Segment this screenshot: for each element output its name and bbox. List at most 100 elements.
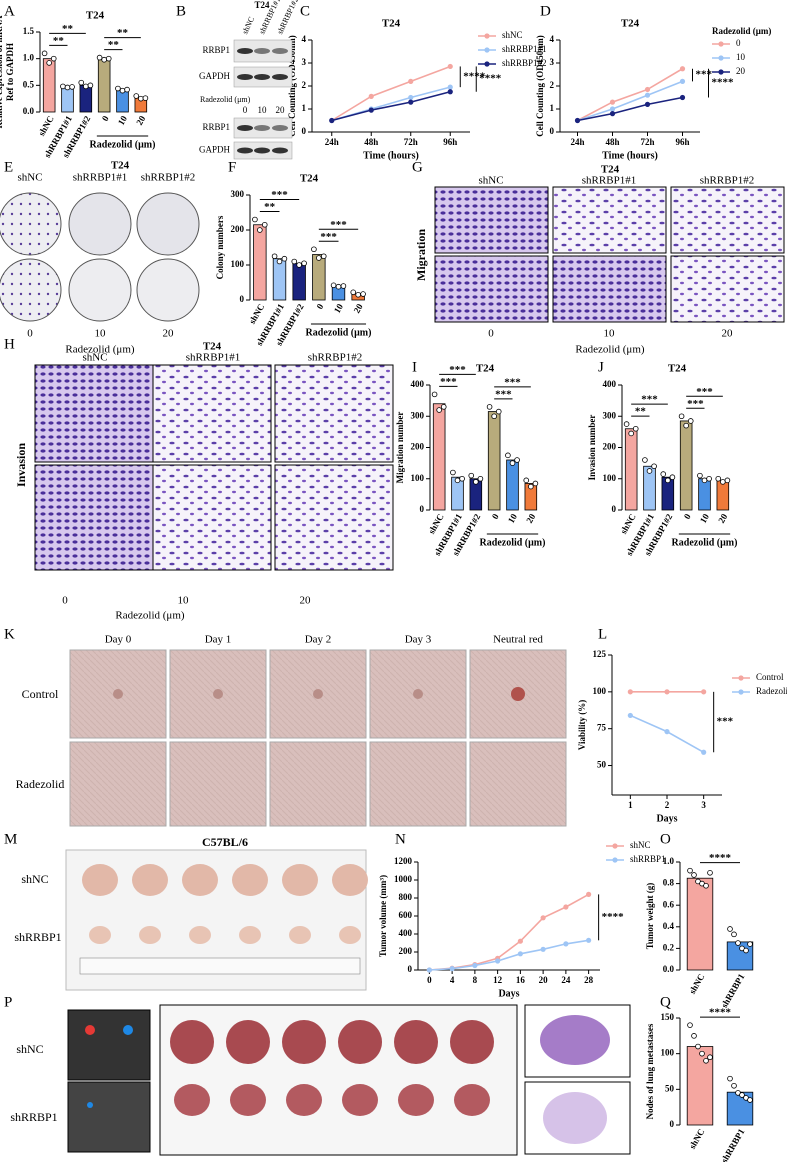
data-point: [257, 227, 263, 233]
x-tick-label: 72h: [404, 137, 418, 147]
data-point: [703, 1058, 709, 1064]
lung: [174, 1084, 210, 1116]
data-point: [720, 479, 726, 485]
y-tick-label: 0.0: [663, 964, 675, 974]
bar: [312, 254, 326, 301]
x-tick-label: 16: [516, 975, 526, 985]
data-point: [669, 474, 676, 480]
legend-label: 20: [736, 66, 746, 76]
data-point: [87, 82, 94, 89]
y-tick-label: 3: [302, 57, 307, 67]
data-point: [651, 463, 657, 470]
significance: **: [62, 23, 74, 35]
data-point: [743, 947, 749, 954]
column-label: shRRBP1#1: [582, 175, 636, 187]
row-label: Invasion: [14, 443, 28, 487]
panel-letter: Q: [660, 994, 671, 1010]
data-point: [454, 477, 461, 484]
column-label: shRRBP1#1: [73, 172, 127, 184]
y-tick-label: 300: [411, 410, 425, 420]
data-point: [261, 221, 268, 228]
lung: [450, 1020, 494, 1064]
series-line: [429, 939, 589, 971]
data-point: [691, 1033, 697, 1039]
bar: [61, 86, 74, 113]
bar: [432, 403, 446, 511]
significance: ****: [479, 73, 502, 85]
panel-letter: F: [228, 159, 236, 175]
row-label: RRBP1: [202, 45, 230, 55]
significance: ****: [463, 70, 486, 82]
panel-letter: P: [4, 994, 12, 1010]
spheroid: [313, 689, 323, 699]
column-label: Day 1: [205, 634, 232, 646]
bar: [451, 476, 464, 511]
data-point: [563, 941, 569, 947]
tumor: [332, 864, 368, 896]
legend-marker: [738, 689, 744, 695]
dose-label: 10: [178, 595, 190, 607]
data-point: [491, 413, 497, 420]
x-tick-label: 0: [100, 114, 111, 123]
x-axis-label: Time (hours): [602, 150, 658, 161]
data-point: [695, 1043, 701, 1050]
data-point: [450, 469, 456, 476]
legend-label: shRRBP1: [630, 854, 666, 864]
treatment-label: Radezolid (μm): [200, 95, 251, 104]
micrograph: [434, 255, 549, 323]
column-label: shRRBP1#2: [141, 172, 195, 184]
y-tick-label: 0: [302, 126, 307, 136]
legend-label: 10: [736, 52, 746, 62]
y-axis-label: Migration number: [395, 412, 405, 484]
data-point: [408, 94, 414, 101]
tumor: [289, 926, 311, 944]
dose-label: 0: [27, 328, 33, 340]
chart-title: T24: [476, 363, 495, 375]
data-point: [628, 430, 634, 437]
bar: [679, 420, 693, 511]
series-line: [577, 68, 683, 122]
data-point: [426, 967, 432, 973]
y-tick-label: 0: [408, 964, 413, 974]
y-axis-label: Invasion number: [587, 415, 597, 481]
data-point: [335, 283, 342, 290]
lung: [170, 1020, 214, 1064]
row-label: Control: [22, 687, 59, 701]
dose-label: 0: [243, 105, 248, 115]
bar: [661, 476, 675, 511]
significance: ***: [696, 386, 713, 398]
blot-band: [272, 125, 288, 131]
data-point: [517, 951, 523, 957]
y-tick-label: 200: [231, 224, 245, 234]
y-tick-label: 200: [411, 442, 425, 452]
data-point: [330, 282, 337, 289]
data-point: [727, 926, 733, 932]
micrograph: [670, 186, 785, 254]
x-tick-label: 24: [561, 975, 571, 985]
data-point: [679, 66, 686, 72]
data-point: [727, 1075, 733, 1082]
y-axis-label: Nodes of lung metastases: [645, 1023, 655, 1119]
legend-label: shRRBP1#1: [502, 44, 547, 54]
panel-title: T24: [254, 0, 270, 10]
data-point: [133, 93, 140, 99]
data-point: [701, 689, 707, 695]
data-point: [101, 56, 107, 63]
legend-label: shNC: [630, 840, 651, 850]
bar: [643, 465, 656, 511]
group-label: Radezolid (μm): [480, 537, 546, 548]
chart-title: T24: [382, 18, 401, 30]
spheroid: [113, 689, 123, 699]
data-point: [642, 457, 648, 463]
data-point: [632, 425, 639, 432]
dose-label: 20: [722, 328, 734, 340]
micrograph: [34, 364, 154, 463]
data-point: [60, 83, 66, 90]
y-tick-label: 400: [603, 379, 617, 389]
data-point: [472, 962, 478, 969]
data-point: [687, 418, 694, 424]
tumor: [89, 926, 111, 944]
data-point: [644, 101, 651, 107]
dose-label: 20: [163, 328, 175, 340]
data-point: [731, 1082, 737, 1089]
